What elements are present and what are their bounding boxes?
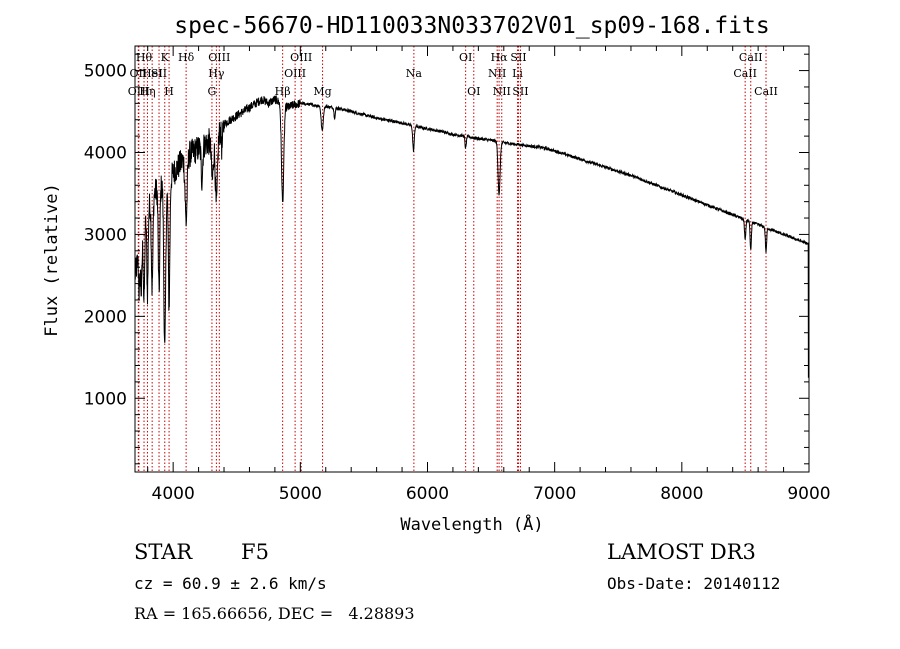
marker-label-23: SII	[510, 51, 526, 64]
marker-label-27: CaII	[754, 85, 778, 98]
axis-tick-labels: 4000 5000 6000 7000 8000 9000 1000 2000 3000 4000…	[84, 62, 831, 504]
x-tick-label-5: 9000	[787, 484, 830, 504]
observation-date: Obs-Date: 20140112	[607, 574, 781, 593]
chart-title: spec-56670-HD110033N033702V01_sp09-168.f…	[174, 13, 769, 39]
marker-label-26: CaII	[739, 51, 763, 64]
marker-label-24: SII	[512, 85, 528, 98]
marker-label-16: Na	[406, 67, 423, 80]
spectral-subclass: F5	[241, 540, 269, 564]
marker-label-1: OIII	[128, 85, 150, 98]
marker-label-2: Hθ	[136, 51, 153, 64]
marker-label-19: NII	[488, 67, 506, 80]
marker-label-25: CaII	[733, 67, 757, 80]
marker-label-14: OIII	[290, 51, 312, 64]
marker-label-11: OIII	[208, 51, 230, 64]
redshift-readout: cz = 60.9 ± 2.6 km/s	[134, 574, 327, 593]
x-tick-label-4: 8000	[660, 484, 703, 504]
marker-label-4: HeI	[142, 67, 162, 80]
survey-name: LAMOST DR3	[607, 540, 756, 564]
marker-label-12: Hβ	[275, 85, 291, 98]
y-tick-label-4: 5000	[84, 62, 127, 82]
y-tick-label-0: 1000	[84, 389, 127, 409]
y-tick-label-3: 4000	[84, 144, 127, 164]
x-tick-label-2: 6000	[406, 484, 449, 504]
marker-label-13: OIII	[284, 67, 306, 80]
marker-label-10: Hγ	[208, 67, 225, 80]
line-marker-labels: OIIOIIIHθHηHeISIIKHHδGHγOIIIHβOIIIOIIIMg…	[128, 51, 778, 98]
marker-label-18: OI	[467, 85, 480, 98]
marker-label-20: Hα	[491, 51, 509, 64]
marker-label-15: Mg	[313, 85, 331, 98]
object-type: STAR	[134, 540, 193, 564]
marker-label-9: G	[208, 85, 217, 98]
marker-label-21: NII	[493, 85, 511, 98]
marker-label-3: Hη	[139, 85, 155, 98]
x-tick-label-3: 7000	[533, 484, 576, 504]
line-markers	[137, 46, 767, 472]
y-axis-label: Flux (relative)	[42, 183, 62, 337]
x-axis-label: Wavelength (Å)	[400, 513, 543, 535]
x-tick-label-1: 5000	[279, 484, 322, 504]
coordinates: RA = 165.66656, DEC = 4.28893	[134, 604, 415, 623]
marker-label-7: H	[164, 85, 174, 98]
spectrum-line	[134, 95, 809, 378]
x-tick-label-0: 4000	[152, 484, 195, 504]
marker-label-8: Hδ	[178, 51, 195, 64]
marker-label-22: Li	[512, 67, 523, 80]
marker-label-6: K	[161, 51, 170, 64]
marker-label-5: SII	[151, 67, 167, 80]
y-tick-label-1: 2000	[84, 307, 127, 327]
axis-ticks	[135, 46, 810, 472]
plot-frame	[134, 45, 810, 473]
y-tick-label-2: 3000	[84, 225, 127, 245]
marker-label-17: OI	[459, 51, 472, 64]
